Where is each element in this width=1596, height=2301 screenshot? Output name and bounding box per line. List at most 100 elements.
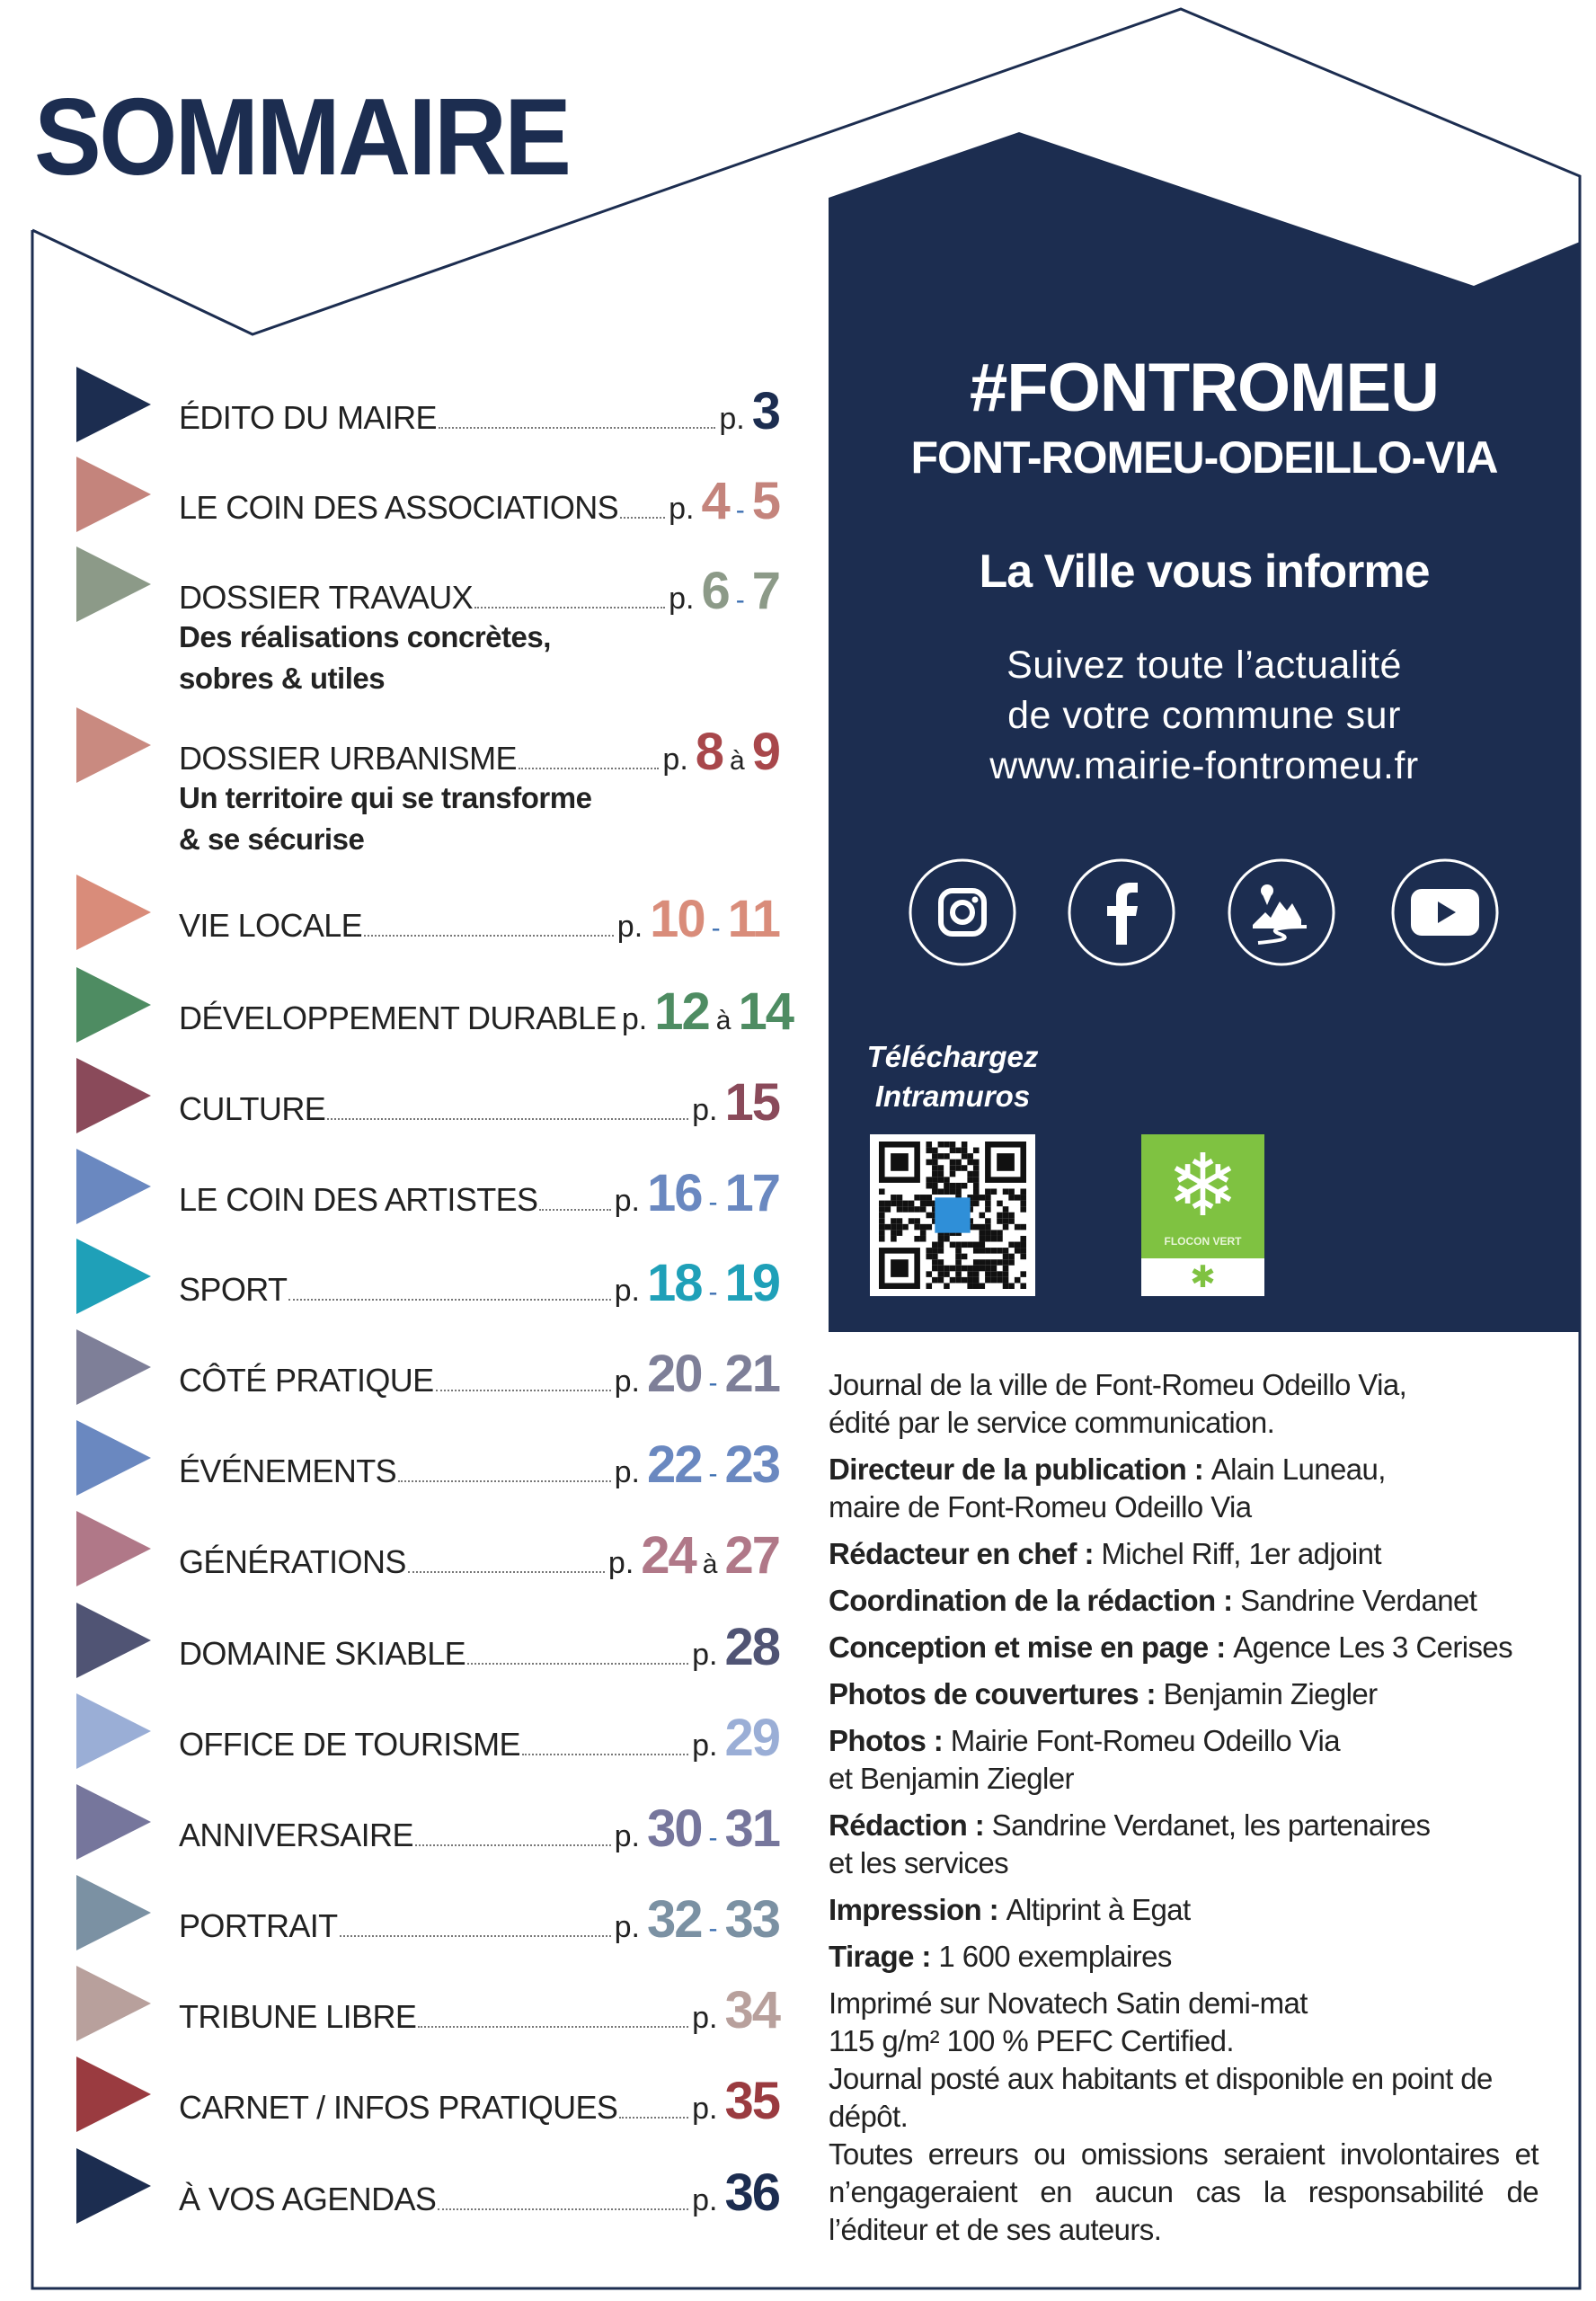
toc-item[interactable]: SPORT p. 18-19 — [76, 1239, 781, 1314]
page-prefix: p. — [614, 1455, 640, 1489]
credit-line: Impression : Altiprint à Egat — [829, 1891, 1538, 1929]
credit-line: Coordination de la rédaction : Sandrine … — [829, 1582, 1538, 1620]
page-number: 29 — [724, 1709, 780, 1767]
toc-item[interactable]: ANNIVERSAIRE p. 30-31 — [76, 1784, 781, 1860]
triangle-bullet-icon — [76, 1511, 151, 1586]
dot-leader — [414, 1844, 611, 1846]
toc-item[interactable]: OFFICE DE TOURISME p. 29 — [76, 1693, 781, 1769]
credit-line: Journal posté aux habitants et disponibl… — [829, 2060, 1538, 2136]
page-range-separator: - — [708, 1823, 718, 1852]
toc-item[interactable]: CÔTÉ PRATIQUE p. 20-21 — [76, 1329, 781, 1405]
youtube-icon[interactable] — [1389, 857, 1501, 968]
toc-item[interactable]: DOMAINE SKIABLE p. 28 — [76, 1603, 781, 1678]
page-number-end: 23 — [724, 1435, 780, 1494]
toc-item[interactable]: CULTURE p. 15 — [76, 1058, 781, 1133]
toc-item[interactable]: LE COIN DES ASSOCIATIONS p. 4-5 — [76, 457, 781, 532]
credit-line: Imprimé sur Novatech Satin demi-mat 115 … — [829, 1985, 1538, 2060]
credit-line: Journal de la ville de Font-Romeu Odeill… — [829, 1366, 1538, 1442]
dot-leader — [327, 1118, 689, 1120]
triangle-bullet-icon — [76, 967, 151, 1043]
toc-item[interactable]: DÉVELOPPEMENT DURABLE p. 12 à 14 — [76, 967, 794, 1043]
page-number: 4 — [701, 472, 730, 530]
credit-value: Mairie Font-Romeu Odeillo Via et Benjami… — [829, 1724, 1341, 1795]
toc-item[interactable]: PORTRAIT p. 32-33 — [76, 1875, 781, 1950]
flocon-vert-logo: ❄ FLOCON VERT ✱ — [1141, 1134, 1264, 1296]
credit-label: Impression : — [829, 1893, 1006, 1926]
page-number: 12 — [654, 982, 710, 1041]
toc-item[interactable]: ÉVÉNEMENTS p. 22-23 — [76, 1420, 781, 1496]
page-prefix: p. — [621, 1002, 648, 1036]
page-range-separator: - — [708, 1368, 718, 1398]
page-number: 6 — [701, 562, 730, 620]
dot-leader — [418, 2026, 689, 2028]
toc-item[interactable]: GÉNÉRATIONS p. 24 à 27 — [76, 1511, 781, 1586]
dot-leader — [438, 427, 716, 429]
credit-value: Toutes erreurs ou omissions seraient inv… — [829, 2137, 1539, 2246]
page-prefix: p. — [662, 742, 688, 777]
dot-leader — [435, 1390, 611, 1391]
triangle-bullet-icon — [76, 1693, 151, 1769]
page-prefix: p. — [692, 1638, 718, 1672]
credit-line: Directeur de la publication : Alain Lune… — [829, 1451, 1538, 1526]
qr-code-pattern — [879, 1142, 1026, 1289]
page-number-end: 31 — [724, 1799, 780, 1858]
credit-value: 1 600 exemplaires — [938, 1940, 1172, 1973]
page-number: 3 — [751, 382, 781, 440]
credit-value: Agence Les 3 Cerises — [1233, 1630, 1513, 1664]
toc-label: SPORT — [179, 1271, 288, 1308]
credit-value: Altiprint à Egat — [1006, 1893, 1192, 1926]
qr-code[interactable] — [870, 1134, 1035, 1296]
toc-label: PORTRAIT — [179, 1907, 338, 1944]
page-range-separator: - — [708, 1914, 718, 1943]
triangle-bullet-icon — [76, 1875, 151, 1950]
triangle-bullet-icon — [76, 1149, 151, 1224]
credit-line: Toutes erreurs ou omissions seraient inv… — [829, 2136, 1539, 2249]
toc-item[interactable]: TRIBUNE LIBRE p. 34 — [76, 1966, 781, 2041]
dot-leader — [438, 2208, 689, 2210]
toc-label: VIE LOCALE — [179, 907, 363, 944]
page-prefix: p. — [614, 1364, 640, 1399]
facebook-icon[interactable] — [1066, 857, 1177, 968]
city-name: FONT-ROMEU-ODEILLO-VIA — [910, 432, 1499, 483]
triangle-bullet-icon — [76, 2148, 151, 2224]
credit-value: Sandrine Verdanet, les partenaires et le… — [829, 1808, 1431, 1879]
page-number: 34 — [724, 1981, 780, 2039]
dot-leader — [521, 1754, 689, 1755]
credit-line: Rédacteur en chef : Michel Riff, 1er adj… — [829, 1535, 1538, 1573]
toc-subtitle: Des réalisations concrètes, sobres & uti… — [179, 620, 551, 695]
page-prefix: p. — [692, 1728, 718, 1763]
toc-label: TRIBUNE LIBRE — [179, 1998, 417, 2035]
toc-item[interactable]: À VOS AGENDAS p. 36 — [76, 2148, 781, 2224]
credit-value: Benjamin Ziegler — [1163, 1677, 1379, 1710]
dot-leader — [518, 768, 660, 769]
page-number: 8 — [695, 723, 724, 781]
page-range-separator: - — [735, 495, 745, 525]
page-number-end: 7 — [751, 562, 781, 620]
toc-label: À VOS AGENDAS — [179, 2181, 437, 2217]
toc-item[interactable]: DOSSIER URBANISME p. 8 à 9 Un territoire qui … — [76, 707, 781, 856]
page-number: 24 — [641, 1526, 696, 1585]
credit-value: Sandrine Verdanet — [1240, 1584, 1477, 1617]
toc-item[interactable]: LE COIN DES ARTISTES p. 16-17 — [76, 1149, 781, 1224]
credit-line: Tirage : 1 600 exemplaires — [829, 1938, 1538, 1976]
instagram-icon[interactable] — [907, 857, 1018, 968]
credit-label: Photos : — [829, 1724, 951, 1757]
credit-label: Tirage : — [829, 1940, 939, 1973]
toc-item[interactable]: VIE LOCALE p. 10-11 — [76, 875, 781, 950]
dot-leader — [467, 1663, 689, 1665]
triangle-bullet-icon — [76, 1603, 151, 1678]
page-number-end: 11 — [727, 890, 781, 948]
toc-item[interactable]: CARNET / INFOS PRATIQUES p. 35 — [76, 2057, 781, 2132]
credits: Journal de la ville de Font-Romeu Odeill… — [829, 1357, 1539, 2249]
credit-label: Rédaction : — [829, 1808, 992, 1842]
page-number: 35 — [724, 2072, 780, 2130]
page-number: 18 — [646, 1254, 703, 1312]
intramuros-icon[interactable] — [1226, 857, 1337, 968]
toc-item[interactable]: DOSSIER TRAVAUX p. 6-7 Des réalisations con… — [76, 546, 781, 695]
credit-value: Journal posté aux habitants et disponibl… — [829, 2062, 1493, 2133]
page-prefix: p. — [614, 1184, 640, 1218]
triangle-bullet-icon — [76, 1058, 151, 1133]
toc-label: ÉVÉNEMENTS — [179, 1453, 397, 1489]
toc-item[interactable]: ÉDITO DU MAIRE p. 3 — [76, 367, 781, 442]
